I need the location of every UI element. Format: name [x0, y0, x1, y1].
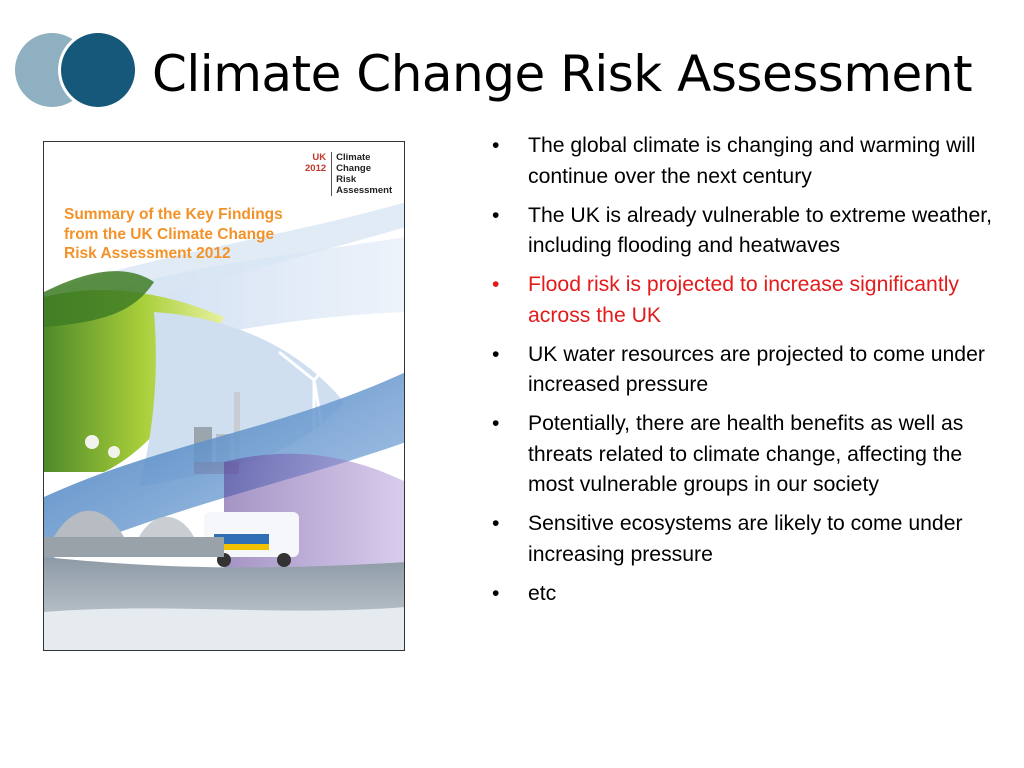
cover-tag-year: 2012 [305, 163, 327, 174]
cover-series-tag: UK 2012 Climate Change Risk Assessment [305, 152, 392, 196]
bullet-text: Potentially, there are health benefits a… [528, 412, 964, 496]
slide-title: Climate Change Risk Assessment [152, 45, 973, 103]
cover-heading-line1: Summary of the Key Findings [64, 206, 283, 223]
bullet-marker: • [492, 412, 500, 435]
cover-heading-line2: from the UK Climate Change [64, 225, 275, 243]
cover-heading: Summary of the Key Findings from the UK … [64, 205, 324, 264]
bullet-text: etc [528, 581, 557, 605]
bullet-text: The UK is already vulnerable to extreme … [528, 203, 993, 258]
bullet-marker: • [492, 581, 500, 605]
logo-circles-icon [15, 33, 138, 107]
bullet-text: The global climate is changing and warmi… [528, 134, 976, 188]
cover-tag-line1: Climate [336, 152, 371, 163]
bullet-marker: • [492, 273, 500, 296]
bullet-marker: • [492, 203, 500, 227]
cover-tag-uk: UK [312, 152, 327, 163]
cover-tag-line4: Assessment [336, 185, 393, 196]
key-findings-list: • The global climate is changing and warm… [492, 131, 998, 618]
bullet-item: • UK water resources are projected to com… [492, 340, 998, 401]
bullet-text: UK water resources are projected to come… [528, 342, 985, 397]
bullet-marker: • [492, 342, 500, 366]
bullet-text: Sensitive ecosystems are likely to come … [528, 512, 963, 566]
cover-heading-line3: Risk Assessment 2012 [64, 245, 231, 262]
bullet-item: • The global climate is changing and warm… [492, 131, 998, 192]
bullet-item-highlighted: • Flood risk is projected to increase sig… [492, 270, 998, 331]
report-cover-image: UK 2012 Climate Change Risk Assessment S… [43, 141, 405, 651]
bullet-item: • Sensitive ecosystems are likely to come… [492, 509, 998, 570]
bullet-item: • etc [492, 579, 998, 610]
bullet-text: Flood risk is projected to increase sign… [528, 273, 960, 327]
bullet-marker: • [492, 512, 500, 535]
bullet-marker: • [492, 134, 500, 157]
cover-tag-line3: Risk [336, 174, 357, 185]
bullet-item: • Potentially, there are health benefits … [492, 409, 998, 501]
cover-tag-line2: Change [336, 163, 371, 174]
bullet-item: • The UK is already vulnerable to extreme… [492, 201, 998, 262]
cover-illustration [44, 142, 404, 650]
